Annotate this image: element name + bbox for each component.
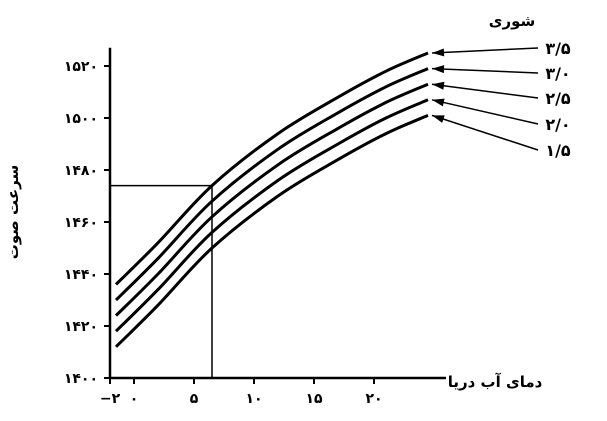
legend-title: شوری	[489, 12, 536, 30]
series-line	[114, 82, 429, 317]
series-line	[114, 67, 429, 302]
y-tick-label: ۱۴۸۰	[64, 163, 98, 179]
y-tick-label: ۱۴۴۰	[64, 267, 98, 283]
axes	[108, 47, 446, 380]
legend-items: ۳/۵ ۳/۰ ۲/۵ ۲/۰ ۱/۵	[431, 39, 571, 160]
legend-entry: ۲/۵	[545, 89, 571, 108]
x-tick-label: ۵	[190, 391, 199, 407]
y-tick-label: ۱۴۶۰	[64, 215, 98, 231]
x-tick-label: ۲۰	[365, 391, 382, 407]
y-axis-label: سرعت صوت	[4, 165, 22, 259]
legend-entry: ۳/۵	[545, 39, 571, 58]
y-tick-label: ۱۴۲۰	[64, 319, 98, 335]
y-tick-label: ۱۴۰۰	[64, 371, 98, 387]
arrowhead-icon	[432, 48, 445, 57]
legend-leader-line	[431, 99, 539, 125]
series-lines	[114, 51, 429, 348]
arrowhead-icon	[432, 65, 445, 74]
series-line	[114, 51, 429, 286]
series-line	[114, 98, 429, 333]
legend-leader-line	[431, 114, 539, 151]
arrowhead-icon	[432, 98, 445, 107]
series-line	[114, 114, 429, 348]
arrowhead-icon	[432, 115, 445, 123]
y-tick-label: ۱۵۲۰	[64, 59, 98, 75]
legend-entry: ۲/۰	[545, 115, 570, 134]
legend-leader-line	[431, 83, 539, 99]
arrowhead-icon	[432, 81, 445, 90]
legend: شوری ۳/۵ ۳/۰ ۲/۵ ۲/۰ ۱/۵	[431, 12, 571, 160]
y-ticks: ۱۴۰۰ ۱۴۲۰ ۱۴۴۰ ۱۴۶۰ ۱۴۸۰ ۱۵۰۰ ۱۵۲۰	[64, 59, 110, 387]
y-tick-label: ۱۵۰۰	[64, 111, 98, 127]
x-tick-label: ۰	[130, 391, 139, 407]
legend-entry: ۳/۰	[545, 64, 570, 83]
x-tick-label: ۱۰	[245, 391, 262, 407]
legend-entry: ۱/۵	[545, 141, 571, 160]
x-ticks: −۲ ۰ ۵ ۱۰ ۱۵ ۲۰	[100, 378, 383, 407]
x-axis-label: دمای آب دریا	[448, 373, 543, 391]
legend-leader-line	[431, 67, 539, 74]
x-tick-label: ۱۵	[305, 391, 323, 407]
legend-leader-line	[431, 47, 539, 54]
x-tick-label: −۲	[100, 391, 121, 407]
